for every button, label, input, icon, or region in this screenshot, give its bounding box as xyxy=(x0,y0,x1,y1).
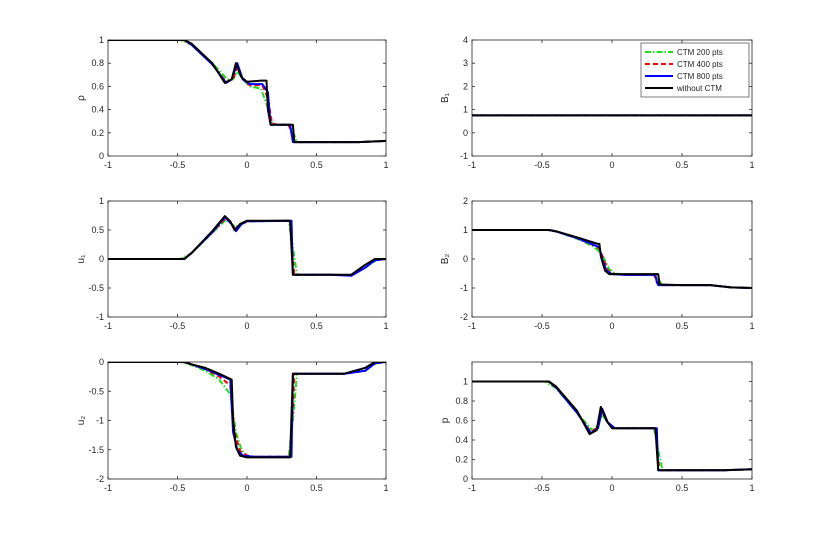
y-tick-label: -1 xyxy=(96,312,104,322)
y-tick-label: 0 xyxy=(99,357,104,367)
x-tick-label: -0.5 xyxy=(534,160,550,170)
series-group-rho xyxy=(108,40,386,144)
y-axis-label-p: p xyxy=(440,417,451,423)
series-group-u2 xyxy=(108,362,386,459)
y-tick-label: 0.2 xyxy=(91,128,104,138)
y-tick-label: 0 xyxy=(463,128,468,138)
legend-label: CTM 800 pts xyxy=(677,72,723,81)
series-line-without xyxy=(108,215,386,276)
y-axis-label-rho: ρ xyxy=(76,95,87,101)
x-tick-label: -0.5 xyxy=(170,321,186,331)
x-tick-label: 1 xyxy=(383,483,388,493)
y-axis-label-B1: B₁ xyxy=(440,92,451,103)
axes-box-B2 xyxy=(471,200,753,318)
y-tick-label: -2 xyxy=(96,474,104,484)
x-tick-label: 0.5 xyxy=(676,160,689,170)
y-axis-label-u2: u₂ xyxy=(76,416,87,426)
y-tick-label: 1 xyxy=(99,35,104,45)
legend: CTM 200 pts CTM 400 pts CTM 800 pts without… xyxy=(640,42,750,98)
x-tick-label: 0 xyxy=(244,321,249,331)
x-tick-label: -1 xyxy=(468,321,476,331)
y-tick-label: -1 xyxy=(460,283,468,293)
series-line-without xyxy=(108,40,386,144)
y-tick-label: 1 xyxy=(463,105,468,115)
y-tick-label: 2 xyxy=(463,81,468,91)
x-tick-label: -0.5 xyxy=(534,321,550,331)
x-tick-label: 0.5 xyxy=(310,483,323,493)
y-tick-label: -0.5 xyxy=(88,386,104,396)
x-tick-label: 0.5 xyxy=(676,321,689,331)
panel-p: -1 -0.5 0 0.5 1 0 0.2 0.4 0.6 0.8 1 p xyxy=(440,361,755,493)
series-line-without xyxy=(108,362,386,459)
y-tick-label: -0.5 xyxy=(88,283,104,293)
y-tick-label: 0.4 xyxy=(91,105,104,115)
y-tick-label: -1 xyxy=(460,151,468,161)
series-line-ctm200 xyxy=(108,362,386,458)
y-tick-label: 0.6 xyxy=(91,81,104,91)
y-tick-label: 0.5 xyxy=(91,225,104,235)
series-group-B2 xyxy=(472,229,752,289)
x-tick-label: -1 xyxy=(468,160,476,170)
y-tick-label: 1 xyxy=(463,225,468,235)
x-tick-label: -0.5 xyxy=(170,160,186,170)
x-tick-label: 0.5 xyxy=(310,160,323,170)
x-tick-label: 0 xyxy=(609,321,614,331)
y-tick-label: 4 xyxy=(463,35,468,45)
panel-u1: -1 -0.5 0 0.5 1 -1 -0.5 0 0.5 1 u₁ xyxy=(76,196,389,331)
axes-box-rho xyxy=(107,39,387,157)
series-line-without xyxy=(472,229,752,289)
x-tick-label: -0.5 xyxy=(534,483,550,493)
panel-u2: -1 -0.5 0 0.5 1 -2 -1.5 -1 -0.5 0 u₂ xyxy=(76,357,389,493)
x-tick-label: 0 xyxy=(609,160,614,170)
y-tick-label: -1.5 xyxy=(88,445,104,455)
legend-label: CTM 400 pts xyxy=(677,60,723,69)
y-tick-label: 0.8 xyxy=(91,58,104,68)
legend-label: without CTM xyxy=(676,84,722,93)
x-tick-label: -1 xyxy=(104,321,112,331)
x-tick-label: -1 xyxy=(104,483,112,493)
panel-rho: -1 -0.5 0 0.5 1 0 0.2 0.4 0.6 0.8 1 ρ xyxy=(76,35,389,170)
x-tick-label: 0 xyxy=(244,483,249,493)
y-tick-label: 0 xyxy=(463,474,468,484)
series-group-u1 xyxy=(108,215,386,277)
y-tick-label: 0.6 xyxy=(455,416,468,426)
x-tick-label: 0.5 xyxy=(676,483,689,493)
y-tick-label: 0 xyxy=(99,254,104,264)
x-tick-label: 0.5 xyxy=(310,321,323,331)
series-group-p xyxy=(472,380,752,472)
axes-box-u2 xyxy=(107,361,387,480)
x-tick-label: 1 xyxy=(749,321,754,331)
y-tick-label: 0 xyxy=(99,151,104,161)
y-axis-label-u1: u₁ xyxy=(76,254,87,264)
x-tick-label: -0.5 xyxy=(170,483,186,493)
x-tick-label: 1 xyxy=(749,483,754,493)
x-tick-label: -1 xyxy=(468,483,476,493)
y-tick-label: 3 xyxy=(463,58,468,68)
y-tick-label: 1 xyxy=(99,196,104,206)
x-tick-label: 1 xyxy=(383,160,388,170)
x-tick-label: 0 xyxy=(609,483,614,493)
axes-box-p xyxy=(471,361,753,480)
legend-label: CTM 200 pts xyxy=(677,48,723,57)
y-tick-label: 0 xyxy=(463,254,468,264)
series-line-without xyxy=(472,380,752,472)
y-tick-label: 0.4 xyxy=(455,435,468,445)
x-tick-label: 1 xyxy=(749,160,754,170)
y-tick-label: -2 xyxy=(460,312,468,322)
y-tick-label: 1 xyxy=(463,377,468,387)
y-axis-label-B2: B₂ xyxy=(440,254,451,265)
x-tick-label: 1 xyxy=(383,321,388,331)
x-tick-label: -1 xyxy=(104,160,112,170)
x-tick-label: 0 xyxy=(244,160,249,170)
y-tick-label: 0.2 xyxy=(455,455,468,465)
y-tick-label: 2 xyxy=(463,196,468,206)
y-tick-label: 0.8 xyxy=(455,396,468,406)
y-tick-label: -1 xyxy=(96,416,104,426)
